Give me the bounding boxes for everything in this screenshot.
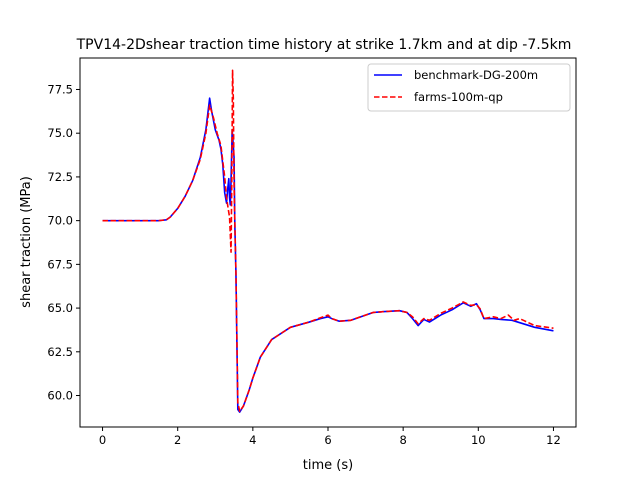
x-tick-label: 6 (324, 433, 331, 447)
y-tick-label: 60.0 (47, 389, 73, 403)
y-tick-label: 77.5 (47, 82, 73, 96)
series-layer (102, 69, 554, 413)
y-axis-label: shear traction (MPa) (19, 176, 34, 308)
x-tick-label: 0 (99, 433, 106, 447)
legend-label-benchmark: benchmark-DG-200m (414, 68, 538, 82)
y-tick-label: 70.0 (47, 214, 73, 228)
x-tick-label: 10 (471, 433, 486, 447)
legend-box (367, 63, 571, 112)
legend: benchmark-DG-200m farms-100m-qp (367, 63, 571, 112)
x-tick-label: 4 (249, 433, 256, 447)
legend-label-farms: farms-100m-qp (414, 90, 503, 104)
x-tick-label: 8 (399, 433, 406, 447)
x-tick-label: 12 (546, 433, 561, 447)
y-tick-label: 62.5 (47, 345, 73, 359)
y-tick-label: 67.5 (47, 257, 73, 271)
y-axis: 60.0 62.5 65.0 67.5 70.0 72.5 75.0 77.5 (47, 82, 80, 403)
x-tick-label: 2 (174, 433, 181, 447)
x-axis-label: time (s) (303, 458, 353, 473)
x-axis: 0 2 4 6 8 10 12 (99, 427, 561, 447)
chart-title: TPV14-2Dshear traction time history at s… (76, 37, 572, 53)
y-tick-label: 75.0 (47, 126, 73, 140)
y-tick-label: 65.0 (47, 301, 73, 315)
y-tick-label: 72.5 (47, 170, 73, 184)
